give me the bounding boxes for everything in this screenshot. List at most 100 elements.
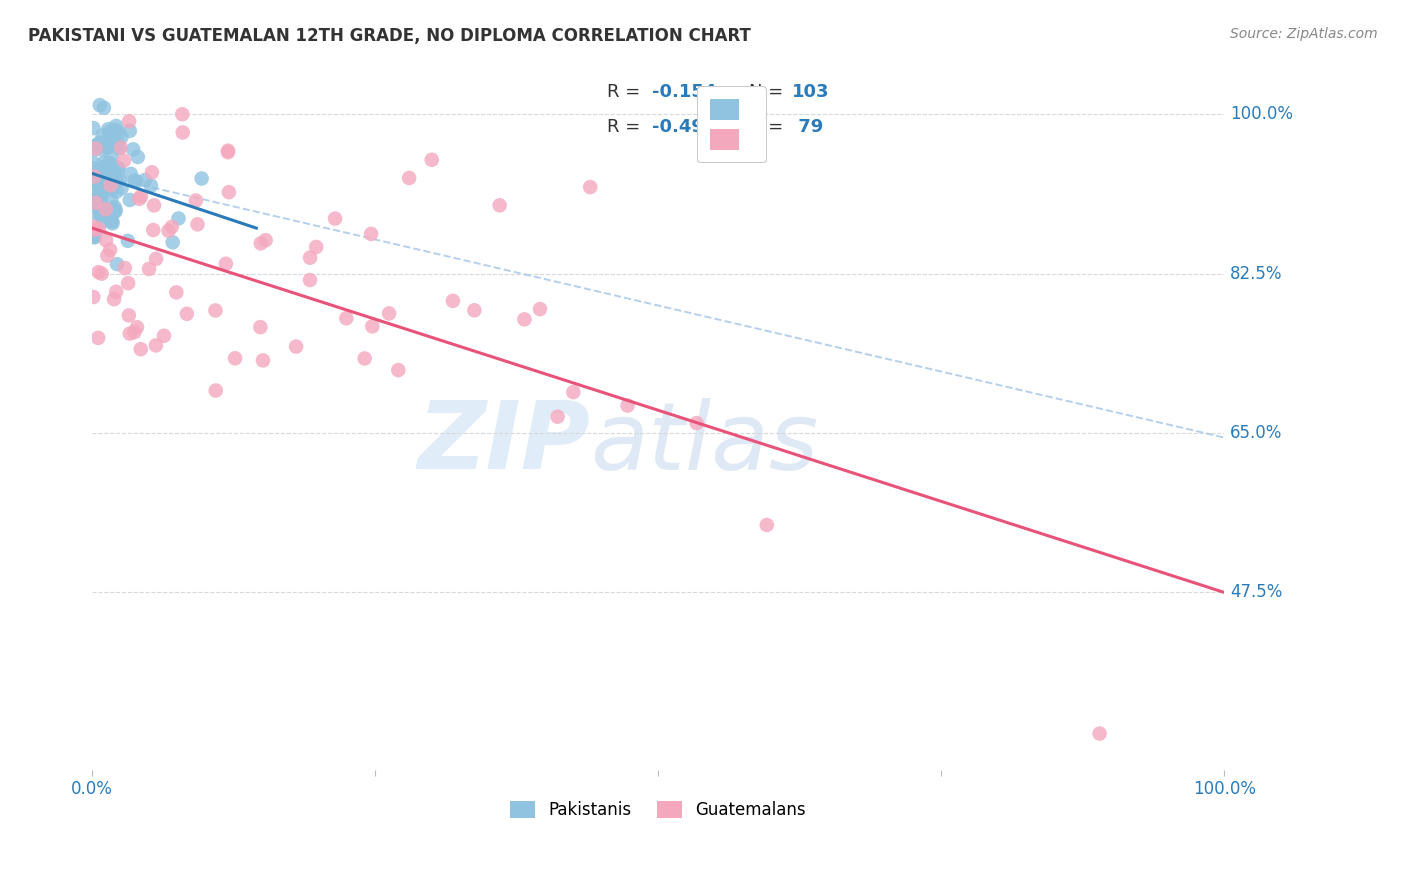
Point [90,197,112,211]
Text: PAKISTANI VS GUATEMALAN 12TH GRADE, NO DIPLOMA CORRELATION CHART: PAKISTANI VS GUATEMALAN 12TH GRADE, NO D… [28,27,751,45]
Point [217,144,239,158]
Point [172,125,194,139]
Point [96,174,118,188]
Point [94,176,117,190]
Point [254,233,277,247]
Point [141,165,163,179]
Point [84,177,107,191]
Point [513,312,536,326]
Point [97,122,120,136]
Point [94,203,117,218]
Point [87,265,110,279]
Point [165,285,187,300]
Point [93,101,115,115]
Point [105,169,128,184]
Point [101,214,124,228]
Point [105,257,128,271]
Point [86,172,108,186]
Point [84,142,107,156]
Text: -0.497: -0.497 [652,118,717,136]
Point [93,163,115,178]
Point [114,260,136,275]
Point [89,176,111,190]
Point [153,328,176,343]
Text: N =: N = [749,118,789,136]
Point [91,184,114,198]
Point [145,338,167,352]
Point [488,198,510,212]
Point [107,162,129,177]
Point [100,213,122,227]
Point [104,139,127,153]
Point [97,156,120,170]
Point [323,211,346,226]
Legend: Pakistanis, Guatemalans: Pakistanis, Guatemalans [503,794,813,826]
Point [97,171,120,186]
Point [217,145,239,160]
Point [184,194,207,208]
Text: 100.0%: 100.0% [1230,105,1292,123]
Point [87,331,110,345]
Point [128,192,150,206]
Point [83,157,105,171]
Point [82,219,104,234]
Text: 82.5%: 82.5% [1230,265,1282,283]
Point [107,136,129,151]
Point [89,191,111,205]
Point [90,209,112,223]
Point [98,128,121,142]
Point [299,251,322,265]
Text: N =: N = [749,83,789,101]
Point [547,409,569,424]
Point [82,121,104,136]
Point [83,229,105,244]
Point [100,150,122,164]
Point [122,142,145,156]
Point [93,214,115,228]
Point [86,193,108,207]
Point [104,203,127,218]
Point [103,292,125,306]
Point [117,276,139,290]
Point [83,169,105,184]
Point [218,185,240,199]
Point [441,293,464,308]
Point [91,139,114,153]
Point [127,150,149,164]
Point [90,184,112,198]
Point [112,153,135,168]
Point [249,320,271,334]
Point [387,363,409,377]
Point [134,173,156,187]
Point [361,319,384,334]
Point [118,326,141,341]
Point [298,273,321,287]
Point [252,353,274,368]
Text: R =: R = [607,118,647,136]
Text: R =: R = [607,83,647,101]
Point [98,156,121,170]
Text: 65.0%: 65.0% [1230,424,1282,442]
Point [91,128,114,143]
Point [142,223,165,237]
Point [124,174,146,188]
Point [89,194,111,208]
Point [83,227,105,242]
Point [83,222,105,236]
Point [104,122,127,136]
Point [110,130,132,145]
Point [84,139,107,153]
Point [120,167,142,181]
Point [89,204,111,219]
Point [104,205,127,219]
Point [186,217,208,231]
Point [93,166,115,180]
Point [97,167,120,181]
Point [101,181,124,195]
Point [124,325,146,339]
Point [157,224,180,238]
Point [94,233,117,247]
Text: 79: 79 [792,118,823,136]
Point [118,193,141,207]
Point [96,159,118,173]
